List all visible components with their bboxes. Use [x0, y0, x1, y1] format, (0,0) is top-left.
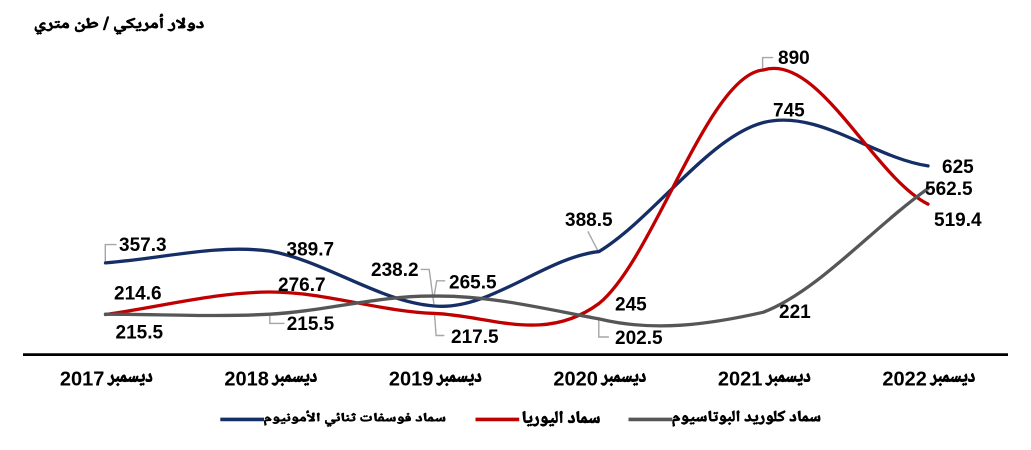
svg-text:389.7: 389.7: [287, 240, 335, 261]
svg-text:2020: 2020: [553, 368, 598, 390]
svg-text:217.5: 217.5: [451, 327, 499, 348]
svg-text:388.5: 388.5: [565, 210, 613, 231]
svg-text:215.5: 215.5: [287, 314, 335, 335]
svg-text:357.3: 357.3: [119, 235, 167, 256]
svg-text:2018: 2018: [224, 368, 269, 390]
svg-text:519.4: 519.4: [934, 210, 982, 231]
svg-text:625: 625: [942, 157, 974, 178]
svg-text:2022: 2022: [882, 368, 927, 390]
svg-text:202.5: 202.5: [615, 328, 663, 349]
svg-text:2017: 2017: [60, 368, 105, 390]
svg-text:890: 890: [778, 48, 810, 69]
svg-text:2021: 2021: [718, 368, 763, 390]
svg-text:245: 245: [615, 295, 647, 316]
svg-text:745: 745: [773, 101, 805, 122]
svg-text:221: 221: [779, 302, 811, 323]
svg-text:214.6: 214.6: [114, 284, 162, 305]
svg-text:276.7: 276.7: [278, 275, 326, 296]
svg-text:562.5: 562.5: [925, 179, 973, 200]
svg-text:215.5: 215.5: [116, 323, 164, 344]
svg-text:2019: 2019: [389, 368, 434, 390]
svg-text:265.5: 265.5: [449, 273, 497, 294]
svg-text:238.2: 238.2: [371, 260, 419, 281]
